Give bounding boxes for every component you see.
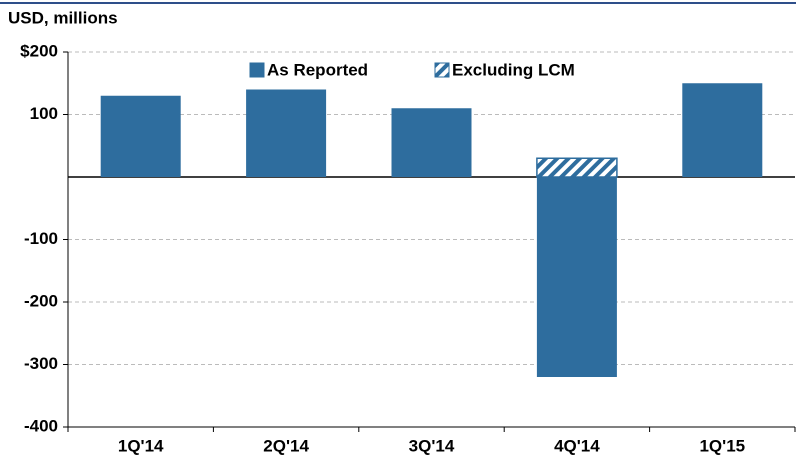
bar [682, 83, 763, 177]
y-tick-label: -100 [24, 229, 58, 248]
x-tick-label: 4Q'14 [554, 436, 600, 455]
x-tick-label: 1Q'14 [118, 436, 164, 455]
bar [536, 157, 618, 178]
chart-title: USD, millions [8, 8, 118, 27]
legend-swatch [434, 62, 450, 78]
bar [391, 108, 472, 177]
legend-swatch [249, 62, 265, 78]
x-tick-label: 3Q'14 [409, 436, 455, 455]
y-tick-label: -200 [24, 291, 58, 310]
y-tick-label: -400 [24, 416, 58, 435]
legend-label: Excluding LCM [452, 60, 575, 79]
bar [536, 177, 617, 377]
bar [246, 89, 327, 177]
bar [100, 95, 181, 177]
y-tick-label: -300 [24, 354, 58, 373]
y-tick-label: $200 [20, 41, 58, 60]
x-tick-label: 1Q'15 [699, 436, 745, 455]
y-tick-label: 100 [30, 104, 58, 123]
legend-label: As Reported [267, 60, 368, 79]
x-tick-label: 2Q'14 [263, 436, 309, 455]
